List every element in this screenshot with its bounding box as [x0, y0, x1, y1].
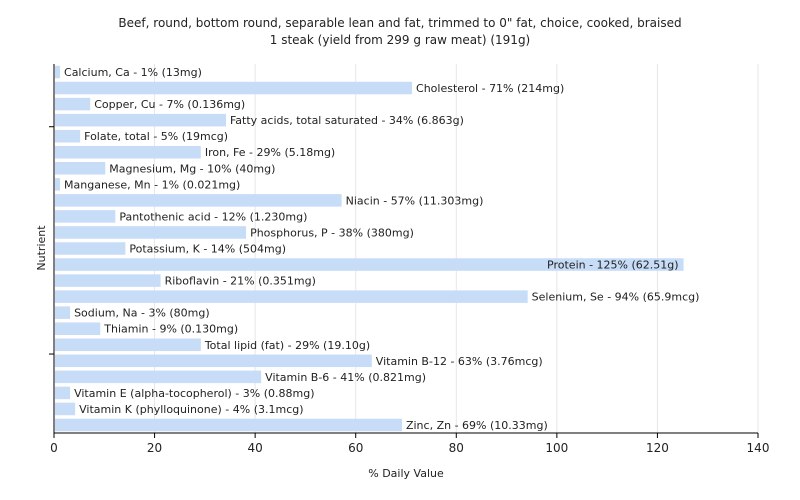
bar: [55, 194, 342, 207]
bar: [55, 290, 528, 303]
bar: [55, 226, 247, 239]
x-tick-label: 20: [147, 441, 162, 455]
bar-data-label: Zinc, Zn - 69% (10.33mg): [406, 419, 548, 432]
x-tick-label: 0: [50, 441, 58, 455]
bar-data-label: Niacin - 57% (11.303mg): [346, 194, 484, 207]
chart-subtitle: 1 steak (yield from 299 g raw meat) (191…: [270, 33, 531, 47]
x-tick-label: 60: [348, 441, 363, 455]
x-tick-label: 100: [545, 441, 568, 455]
bar: [55, 65, 61, 79]
bar: [55, 338, 201, 352]
bar-data-label: Vitamin E (alpha-tocopherol) - 3% (0.88m…: [74, 387, 314, 400]
x-tick-label: 80: [449, 441, 464, 455]
y-axis-label: Nutrient: [35, 225, 48, 271]
bar: [55, 210, 116, 223]
bar: [55, 242, 126, 255]
bar-data-label: Iron, Fe - 29% (5.18mg): [205, 146, 335, 159]
bar: [55, 370, 262, 384]
bar-data-label: Folate, total - 5% (19mcg): [84, 130, 228, 143]
bar-data-label: Vitamin B-6 - 41% (0.821mg): [265, 371, 426, 384]
bar: [55, 162, 106, 175]
bar: [55, 354, 372, 368]
bar: [55, 97, 91, 111]
bar: [55, 306, 71, 319]
x-tick-label: 120: [646, 441, 669, 455]
grid-lines: [154, 64, 759, 433]
axes-group: 0 20 40 60 80 100 120 140: [49, 64, 769, 455]
x-tick-label: 40: [248, 441, 263, 455]
x-tick-label: 140: [747, 441, 770, 455]
x-axis-label: % Daily Value: [368, 467, 444, 480]
bar-data-label: Calcium, Ca - 1% (13mg): [64, 66, 202, 79]
bar-data-label: Manganese, Mn - 1% (0.021mg): [64, 178, 240, 191]
bar: [55, 258, 684, 271]
bar-data-label: Pantothenic acid - 12% (1.230mg): [119, 210, 307, 223]
bar: [55, 81, 413, 95]
bar: [55, 129, 81, 143]
bar-data-label: Cholesterol - 71% (214mg): [416, 82, 564, 95]
bar-data-label: Potassium, K - 14% (504mg): [129, 243, 286, 256]
bar-data-label: Vitamin B-12 - 63% (3.76mcg): [376, 355, 543, 368]
bar-data-label: Thiamin - 9% (0.130mg): [103, 323, 238, 336]
bar-data-label: Selenium, Se - 94% (65.9mcg): [532, 291, 700, 304]
bar-data-label: Copper, Cu - 7% (0.136mg): [94, 98, 245, 111]
chart-title: Beef, round, bottom round, separable lea…: [118, 16, 681, 30]
bars-group: Calcium, Ca - 1% (13mg) Cholesterol - 71%…: [55, 65, 700, 432]
bar: [55, 402, 76, 416]
bar: [55, 178, 61, 191]
bar: [55, 145, 201, 159]
bar-data-label: Riboflavin - 21% (0.351mg): [165, 275, 316, 288]
bar-data-label: Total lipid (fat) - 29% (19.10g): [204, 339, 370, 352]
bar: [55, 418, 402, 432]
bar: [55, 386, 71, 400]
bar-data-label: Vitamin K (phylloquinone) - 4% (3.1mcg): [79, 403, 303, 416]
bar-data-label: Sodium, Na - 3% (80mg): [74, 307, 210, 320]
bar-data-label: Fatty acids, total saturated - 34% (6.86…: [230, 114, 464, 127]
bar: [55, 113, 226, 127]
bar: [55, 322, 101, 335]
bar-data-label: Magnesium, Mg - 10% (40mg): [109, 162, 275, 175]
bar: [55, 274, 161, 287]
bar-data-label: Phosphorus, P - 38% (380mg): [250, 226, 414, 239]
bar-data-label: Protein - 125% (62.51g): [547, 259, 679, 272]
